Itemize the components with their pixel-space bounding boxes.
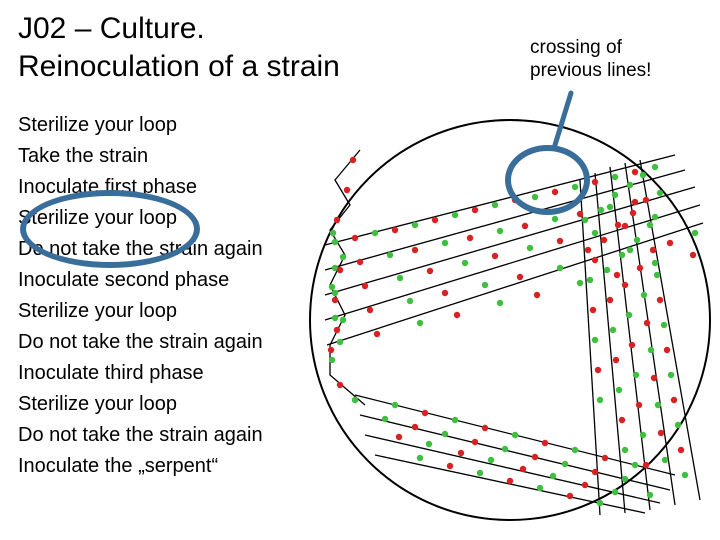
step-item: Inoculate second phase: [18, 265, 263, 296]
step-item: Sterilize your loop: [18, 296, 263, 327]
step-item: Inoculate third phase: [18, 358, 263, 389]
slide-title: J02 – Culture. Reinoculation of a strain: [18, 10, 340, 85]
step-item: Take the strain: [18, 141, 263, 172]
step-item: Do not take the strain again: [18, 327, 263, 358]
annotation-text: crossing of previous lines!: [530, 37, 651, 83]
step-item: Sterilize your loop: [18, 110, 263, 141]
callout-circle-steps: [20, 190, 200, 268]
steps-list: Sterilize your loop Take the strain Inoc…: [18, 110, 263, 482]
callout-circle-crossing: [505, 145, 590, 215]
annotation-line-1: crossing of: [530, 37, 622, 58]
step-item: Inoculate the „serpent“: [18, 451, 263, 482]
step-item: Sterilize your loop: [18, 389, 263, 420]
annotation-line-2: previous lines!: [530, 60, 651, 81]
title-line-2: Reinoculation of a strain: [18, 50, 340, 83]
step-item: Do not take the strain again: [18, 420, 263, 451]
title-line-1: J02 – Culture.: [18, 12, 205, 45]
